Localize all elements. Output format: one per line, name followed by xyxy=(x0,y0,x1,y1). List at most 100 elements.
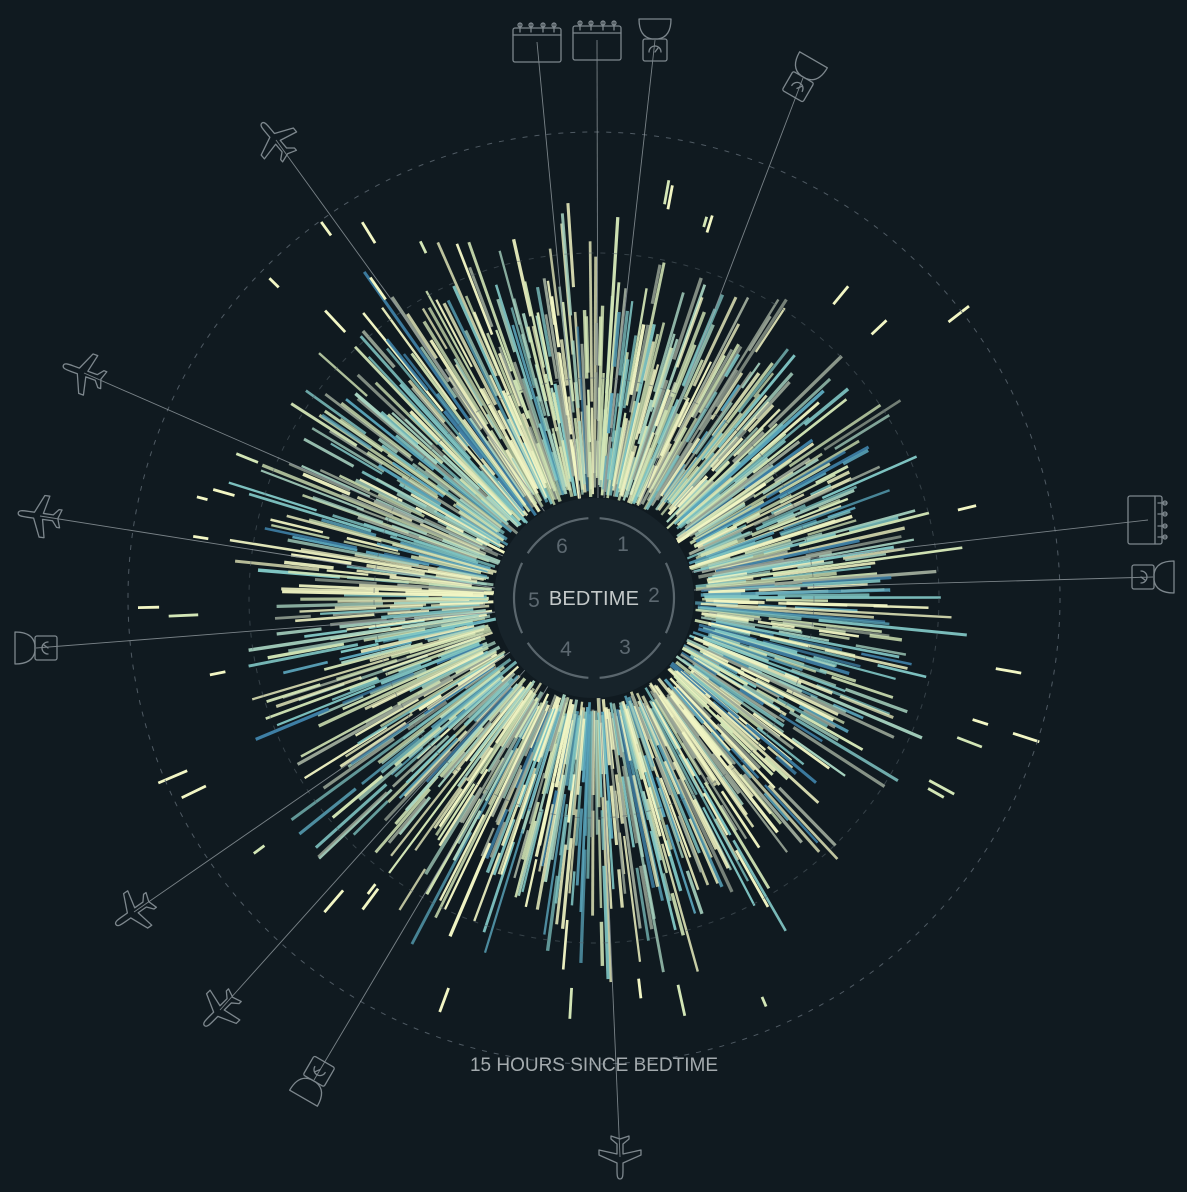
sleep-segment-line xyxy=(320,603,480,615)
sleep-segment-line xyxy=(665,824,697,914)
sleep-segment-line xyxy=(354,392,439,465)
sleep-segment-line xyxy=(680,651,718,677)
hour-dial-arcs xyxy=(512,517,676,679)
sleep-segment-line xyxy=(753,372,775,398)
sleep-segment-line xyxy=(336,658,398,681)
sleep-segment-line xyxy=(600,714,608,775)
sleep-segment-line xyxy=(692,439,860,541)
sleep-segment-line xyxy=(319,468,412,514)
sleep-segment-line xyxy=(676,482,767,544)
sleep-segment-line xyxy=(535,694,557,743)
sleep-segment-line xyxy=(573,417,584,490)
sleep-segment-line xyxy=(459,497,502,530)
sleep-segment-line xyxy=(302,472,351,496)
sleep-segment-line xyxy=(489,821,507,859)
sleep-segment-line xyxy=(692,798,730,869)
sleep-segment-line xyxy=(423,678,454,698)
sleep-segment-line xyxy=(686,459,793,535)
sleep-segment-line xyxy=(464,329,499,397)
sleep-segment-line xyxy=(373,499,425,525)
sleep-segment-line xyxy=(248,492,372,533)
sleep-segment-line xyxy=(288,570,492,591)
sleep-segment-line xyxy=(442,302,498,406)
sleep-segment-line xyxy=(710,731,752,779)
sleep-segment-line xyxy=(794,606,858,613)
sleep-segment-line xyxy=(704,637,846,693)
sleep-segment-line xyxy=(650,442,693,507)
sleep-segment-line xyxy=(813,655,896,680)
sleep-segment-line xyxy=(323,642,423,671)
sleep-segment-line xyxy=(715,298,788,408)
sleep-segment-line xyxy=(754,307,786,353)
sleep-segment-line xyxy=(757,620,795,629)
sleep-segment-line xyxy=(686,641,729,664)
sleep-segment-line xyxy=(303,725,388,780)
calendar-icon xyxy=(572,20,622,61)
sleep-segment-line xyxy=(485,707,553,874)
scale-icon xyxy=(777,51,829,105)
sleep-segment-line xyxy=(670,311,707,398)
sleep-segment-line xyxy=(229,538,472,580)
airplane-icon xyxy=(188,979,251,1042)
sleep-segment-line xyxy=(842,547,905,560)
sleep-segment-line xyxy=(758,586,801,592)
sleep-segment-line xyxy=(374,788,431,854)
sleep-segment-line xyxy=(304,629,348,638)
sleep-segment-line xyxy=(332,608,411,617)
sleep-segment-line xyxy=(673,296,750,442)
sleep-segment-line xyxy=(391,411,510,521)
sleep-segment-line xyxy=(734,423,784,469)
sleep-segment-line xyxy=(573,311,583,401)
sleep-segment-line xyxy=(803,387,850,426)
sleep-segment-line xyxy=(711,635,768,657)
sleep-segment-line xyxy=(535,286,552,357)
sleep-segment-line xyxy=(739,688,765,706)
sleep-segment-line xyxy=(383,749,452,822)
sleep-segment-line xyxy=(521,801,540,860)
sleep-segment-line xyxy=(702,597,750,602)
sleep-segment-line xyxy=(702,792,729,836)
sleep-segment-line xyxy=(495,764,523,823)
sleep-segment-line xyxy=(662,873,672,902)
sleep-segment-line xyxy=(827,506,856,519)
sleep-segment-line xyxy=(823,399,902,451)
sleep-segment-line xyxy=(401,613,479,629)
sleep-segment-line xyxy=(696,525,738,549)
sleep-segment-line xyxy=(436,483,505,535)
sleep-segment-line xyxy=(661,843,699,972)
sleep-segment-line xyxy=(792,726,886,788)
sleep-segment-line xyxy=(435,574,478,583)
sleep-segment-line xyxy=(676,682,712,719)
sleep-segment-line xyxy=(685,757,732,836)
sleep-segment-line xyxy=(654,389,671,427)
sleep-segment-line xyxy=(716,723,762,770)
sleep-segment-line xyxy=(424,794,476,876)
sleep-segment-line xyxy=(691,430,709,454)
sleep-segment-line xyxy=(212,488,235,497)
airplane-icon xyxy=(103,882,164,943)
sleep-segment-line xyxy=(606,708,615,750)
sleep-segment-line xyxy=(566,202,576,288)
sleep-segment-line xyxy=(597,712,603,798)
sleep-segment-line xyxy=(685,496,734,533)
sleep-segment-line xyxy=(712,700,758,741)
sleep-segment-line xyxy=(550,296,561,348)
sleep-segment-line xyxy=(579,849,587,963)
sleep-segment-line xyxy=(157,769,188,785)
sleep-segment-line xyxy=(619,705,650,821)
sleep-segment-line xyxy=(344,712,414,758)
sleep-segment-line xyxy=(716,605,874,619)
sleep-segment-line xyxy=(295,613,375,623)
sleep-segment-line xyxy=(496,768,523,826)
sleep-segment-line xyxy=(439,814,485,902)
sleep-segment-line xyxy=(568,987,573,1019)
sleep-segment-line xyxy=(484,749,514,802)
sleep-segment-line xyxy=(676,480,715,518)
sleep-segment-line xyxy=(745,723,817,784)
sleep-segment-line xyxy=(391,524,499,565)
sleep-segment-line xyxy=(637,700,660,746)
sleep-segment-line xyxy=(773,457,811,484)
sleep-segment-line xyxy=(321,413,372,450)
sleep-segment-line xyxy=(467,241,524,394)
sleep-segment-line xyxy=(689,500,765,545)
